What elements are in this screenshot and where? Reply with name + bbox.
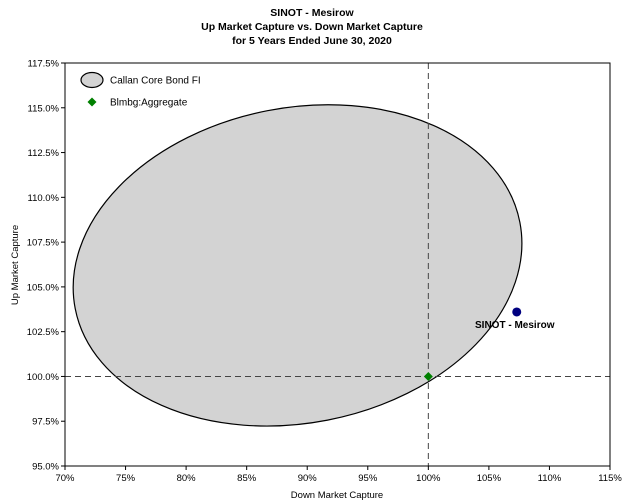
y-tick-label: 100.0% [27, 372, 60, 383]
x-tick-label: 115% [598, 473, 622, 484]
x-tick-label: 80% [177, 473, 197, 484]
y-tick-label: 105.0% [27, 282, 60, 293]
y-tick-label: 115.0% [27, 103, 59, 114]
x-tick-label: 70% [55, 473, 75, 484]
x-tick-label: 75% [116, 473, 136, 484]
y-tick-label: 102.5% [27, 327, 60, 338]
legend-label-blmbg-aggregate: Blmbg:Aggregate [110, 98, 188, 109]
x-tick-label: 95% [358, 473, 378, 484]
legend: Callan Core Bond FI Blmbg:Aggregate [80, 71, 201, 109]
legend-label-callan-core-bond: Callan Core Bond FI [110, 76, 201, 87]
y-tick-label: 117.5% [27, 59, 59, 70]
legend-swatch-ellipse [80, 71, 104, 89]
x-axis-title: Down Market Capture [291, 490, 383, 501]
y-tick-label: 110.0% [27, 193, 59, 204]
chart-title-block: SINOT - Mesirow Up Market Capture vs. Do… [0, 6, 624, 48]
point-blmbg-aggregate [423, 371, 433, 381]
x-tick-label: 85% [237, 473, 257, 484]
point-label-sinot-mesirow: SINOT - Mesirow [475, 320, 555, 331]
x-tick-label: 100% [416, 473, 441, 484]
y-tick-label: 97.5% [32, 417, 59, 428]
y-tick-label: 107.5% [27, 238, 60, 249]
x-tick-label: 90% [298, 473, 318, 484]
peer-group-ellipse [72, 104, 523, 427]
chart-subtitle-period: for 5 Years Ended June 30, 2020 [232, 35, 392, 47]
y-axis-title: Up Market Capture [10, 225, 21, 305]
x-tick-label: 110% [538, 473, 562, 484]
chart-subtitle: Up Market Capture vs. Down Market Captur… [201, 21, 423, 33]
point-sinot-mesirow [512, 307, 522, 317]
plot-area-frame [64, 62, 611, 467]
y-tick-label: 112.5% [27, 148, 59, 159]
chart-title: SINOT - Mesirow [270, 7, 354, 19]
y-tick-label: 95.0% [32, 462, 59, 473]
x-tick-label: 105% [477, 473, 502, 484]
legend-swatch-diamond [87, 97, 97, 107]
